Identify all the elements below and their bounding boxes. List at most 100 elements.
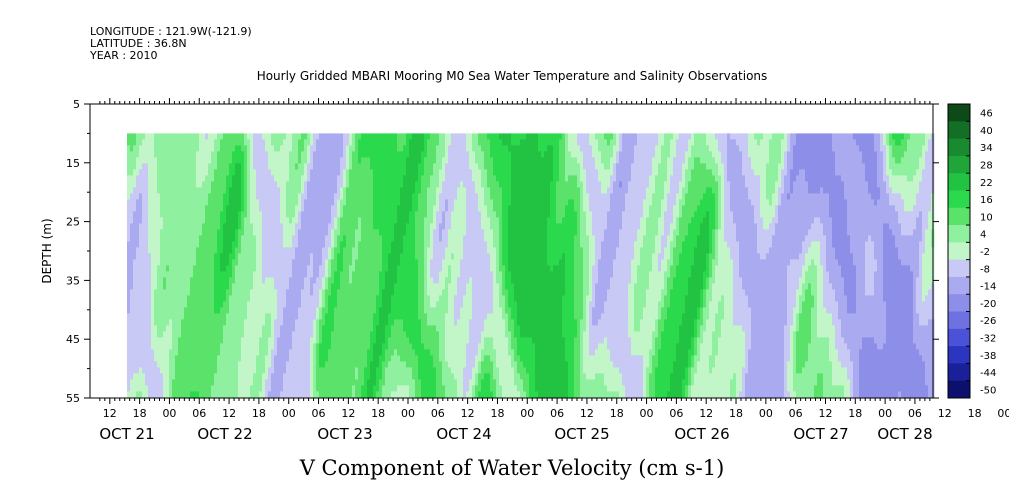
heatmap-cell — [373, 265, 377, 272]
heatmap-cell — [139, 187, 143, 194]
heatmap-cell — [166, 349, 170, 356]
heatmap-cell — [208, 355, 212, 362]
heatmap-cell — [418, 139, 422, 146]
heatmap-cell — [397, 271, 401, 278]
heatmap-cell — [208, 163, 212, 170]
heatmap-cell — [325, 247, 329, 254]
heatmap-cell — [268, 151, 272, 158]
heatmap-cell — [247, 265, 251, 272]
heatmap-cell — [172, 379, 176, 386]
heatmap-cell — [280, 187, 284, 194]
heatmap-cell — [391, 211, 395, 218]
heatmap-cell — [355, 313, 359, 320]
heatmap-cell — [301, 343, 305, 350]
heatmap-cell — [142, 343, 146, 350]
heatmap-cell — [259, 307, 263, 314]
heatmap-cell — [142, 385, 146, 392]
heatmap-cell — [160, 175, 164, 182]
heatmap-cell — [151, 223, 155, 230]
heatmap-cell — [340, 271, 344, 278]
heatmap-cell — [361, 283, 365, 290]
heatmap-cell — [340, 379, 344, 386]
heatmap-cell — [190, 169, 194, 176]
heatmap-cell — [208, 349, 212, 356]
heatmap-cell — [421, 349, 425, 356]
heatmap-cell — [208, 367, 212, 374]
heatmap-cell — [235, 235, 239, 242]
heatmap-cell — [397, 175, 401, 182]
heatmap-cell — [127, 337, 131, 344]
heatmap-cell — [304, 175, 308, 182]
heatmap-cell — [406, 301, 410, 308]
heatmap-cell — [289, 229, 293, 236]
heatmap-cell — [391, 151, 395, 158]
heatmap-cell — [169, 211, 173, 218]
heatmap-cell — [277, 367, 281, 374]
heatmap-cell — [376, 331, 380, 338]
heatmap-cell — [148, 265, 152, 272]
heatmap-cell — [400, 319, 404, 326]
heatmap-cell — [229, 283, 233, 290]
heatmap-cell — [316, 295, 320, 302]
heatmap-cell — [250, 313, 254, 320]
heatmap-cell — [220, 343, 224, 350]
heatmap-cell — [130, 247, 134, 254]
heatmap-cell — [445, 181, 449, 188]
heatmap-cell — [322, 139, 326, 146]
heatmap-cell — [223, 325, 227, 332]
heatmap-cell — [403, 187, 407, 194]
heatmap-cell — [454, 307, 458, 314]
heatmap-cell — [136, 151, 140, 158]
heatmap-cell — [163, 343, 167, 350]
heatmap-cell — [256, 295, 260, 302]
heatmap-cell — [454, 361, 458, 368]
heatmap-cell — [352, 271, 356, 278]
heatmap-cell — [172, 355, 176, 362]
heatmap-cell — [433, 241, 437, 248]
heatmap-cell — [295, 331, 299, 338]
heatmap-cell — [331, 313, 335, 320]
heatmap-cell — [346, 181, 350, 188]
heatmap-cell — [130, 295, 134, 302]
heatmap-cell — [199, 319, 203, 326]
heatmap-cell — [169, 157, 173, 164]
heatmap-cell — [379, 193, 383, 200]
heatmap-cell — [256, 373, 260, 380]
heatmap-cell — [448, 367, 452, 374]
heatmap-cell — [388, 145, 392, 152]
heatmap-cell — [148, 355, 152, 362]
heatmap-cell — [316, 373, 320, 380]
heatmap-cell — [343, 301, 347, 308]
heatmap-cell — [280, 301, 284, 308]
heatmap-cell — [229, 379, 233, 386]
heatmap-cell — [451, 289, 455, 296]
heatmap-cell — [232, 163, 236, 170]
heatmap-cell — [268, 295, 272, 302]
heatmap-cell — [340, 385, 344, 392]
heatmap-cell — [133, 241, 137, 248]
heatmap-cell — [388, 367, 392, 374]
heatmap-cell — [145, 253, 149, 260]
heatmap-cell — [361, 169, 365, 176]
heatmap-cell — [406, 325, 410, 332]
heatmap-cell — [373, 223, 377, 230]
heatmap-cell — [193, 283, 197, 290]
heatmap-cell — [214, 211, 218, 218]
heatmap-cell — [388, 391, 392, 398]
heatmap-cell — [445, 301, 449, 308]
heatmap-cell — [253, 343, 257, 350]
heatmap-cell — [136, 391, 140, 398]
heatmap-cell — [268, 157, 272, 164]
heatmap-cell — [277, 211, 281, 218]
heatmap-cell — [361, 139, 365, 146]
heatmap-cell — [442, 379, 446, 386]
heatmap-cell — [406, 181, 410, 188]
heatmap-cell — [244, 259, 248, 266]
heatmap-cell — [379, 373, 383, 380]
heatmap-cell — [193, 367, 197, 374]
heatmap-cell — [334, 223, 338, 230]
heatmap-cell — [205, 145, 209, 152]
heatmap-cell — [406, 319, 410, 326]
heatmap-cell — [445, 385, 449, 392]
heatmap-cell — [364, 307, 368, 314]
